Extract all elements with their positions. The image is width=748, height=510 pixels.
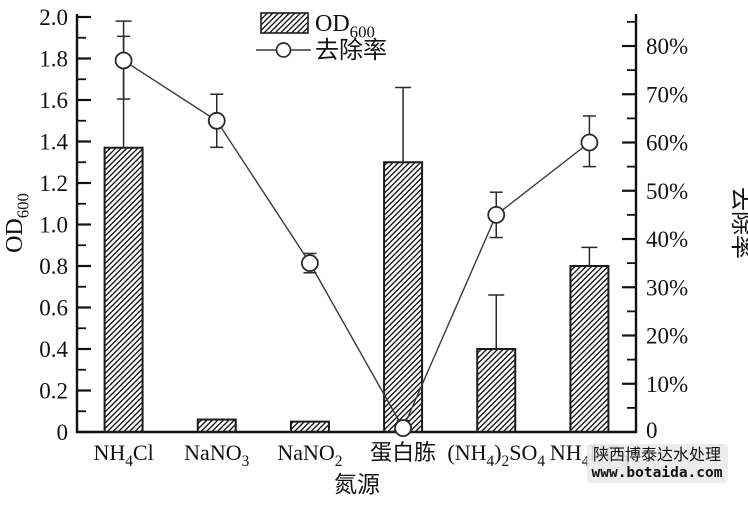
legend-hatch-swatch <box>260 12 309 34</box>
right-axis-tick-label: 40% <box>646 227 688 252</box>
left-axis-tick-label: 0.2 <box>39 379 68 404</box>
od600-bar <box>476 348 517 433</box>
x-tick-label: NH4Cl <box>93 440 153 470</box>
text-run: Cl <box>133 440 154 465</box>
text-run: 2.0 <box>39 5 68 30</box>
right-axis-zero-label: 0 <box>646 418 658 443</box>
text-run: 1.4 <box>39 130 68 155</box>
left-axis-tick-label: 2.0 <box>39 5 68 30</box>
text-run: 10% <box>646 372 688 397</box>
text-run: NH <box>93 440 125 465</box>
watermark-company-text: 陕西博泰达水处理 <box>593 445 721 464</box>
text-run: SO <box>509 440 537 465</box>
text-run: 1.8 <box>39 47 68 72</box>
axes-frame <box>75 14 638 434</box>
subscript: 4 <box>487 453 495 470</box>
right-axis-tick-label: 70% <box>646 82 688 107</box>
right-axis-tick-label: 60% <box>646 131 688 156</box>
subscript: 4 <box>582 453 590 470</box>
plot-area: 0 0.2 0.4 0.6 0.8 1.0 1.2 1.4 1.6 1.8 2.0 10% 20% 30%… <box>2 5 748 497</box>
text-run: OD <box>315 11 350 37</box>
text-run: ) <box>494 440 501 465</box>
text-run: 0.4 <box>39 337 68 362</box>
text-run: NH <box>550 440 582 465</box>
left-axis-tick-label: 1.0 <box>39 213 68 238</box>
left-axis-tick-label: 0.4 <box>39 337 68 362</box>
text-run: 40% <box>646 227 688 252</box>
text-run: NaNO <box>184 440 241 465</box>
subscript: 4 <box>537 453 545 470</box>
subscript: 4 <box>125 453 133 470</box>
text-run: 0 <box>57 420 69 445</box>
legend-label-od600: OD600 <box>315 11 375 42</box>
od600-bar <box>569 265 610 433</box>
x-tick-label: (NH4)2SO4 <box>447 440 545 470</box>
legend-label-removal-rate: 去除率 <box>315 37 387 64</box>
removal-rate-line <box>123 59 590 430</box>
text-run: 60% <box>646 131 688 156</box>
text-run: (NH <box>447 440 486 465</box>
text-run: 去除率 <box>728 187 748 259</box>
removal-rate-marker <box>301 254 319 273</box>
text-run: 0 <box>646 418 658 443</box>
text-run: 氮源 <box>334 472 380 497</box>
od600-bar <box>196 418 237 433</box>
right-axis-tick-label: 50% <box>646 179 688 204</box>
left-axis-tick-label: 0.6 <box>39 296 68 321</box>
x-tick-label: NaNO2 <box>277 440 342 470</box>
text-run: 50% <box>646 179 688 204</box>
removal-rate-marker <box>114 51 133 70</box>
right-axis-title: 去除率 <box>728 187 748 259</box>
od600-bar <box>383 161 424 433</box>
x-tick-label: 蛋白胨 <box>370 440 436 465</box>
x-axis-title: 氮源 <box>334 472 380 497</box>
removal-rate-marker <box>487 205 506 224</box>
subscript: 600 <box>350 23 375 42</box>
watermark-url-text: www.botaida.com <box>592 465 723 481</box>
x-tick-label: NaNO3 <box>184 440 249 470</box>
left-axis-tick-label: 1.4 <box>39 130 68 155</box>
text-run: 0.8 <box>39 254 68 279</box>
left-axis-tick-label: 1.8 <box>39 47 68 72</box>
right-axis-tick-label: 10% <box>646 372 688 397</box>
right-axis-tick-label: 80% <box>646 34 688 59</box>
text-run: 0.2 <box>39 379 68 404</box>
text-run: 去除率 <box>315 37 387 64</box>
text-run: 1.2 <box>39 171 68 196</box>
od600-bar <box>289 420 330 433</box>
text-run: 80% <box>646 34 688 59</box>
text-run: NaNO <box>277 440 334 465</box>
right-axis-tick-label: 20% <box>646 324 688 349</box>
removal-rate-marker <box>394 419 412 438</box>
left-axis-title: OD600 <box>2 193 33 253</box>
left-axis-tick-label: 1.2 <box>39 171 68 196</box>
watermark-background <box>587 444 728 483</box>
legend-circle-marker <box>275 42 292 58</box>
subscript: 600 <box>14 193 33 218</box>
left-axis-tick-label: 1.6 <box>39 88 68 113</box>
subscript: 3 <box>242 453 250 470</box>
left-axis-tick-label: 0 <box>57 420 69 445</box>
subscript: 2 <box>335 453 343 470</box>
right-axis-tick-label: 30% <box>646 275 688 300</box>
text-run: 70% <box>646 82 688 107</box>
left-axis-tick-label: 0.8 <box>39 254 68 279</box>
text-run: OD <box>2 218 28 253</box>
text-run: 20% <box>646 324 688 349</box>
subscript: 2 <box>502 453 510 470</box>
removal-rate-marker <box>580 133 599 152</box>
text-run: 1.6 <box>39 88 68 113</box>
text-run: 蛋白胨 <box>370 440 436 465</box>
text-run: 0.6 <box>39 296 68 321</box>
removal-rate-marker <box>207 111 226 130</box>
od600-bar <box>103 146 144 433</box>
text-run: 1.0 <box>39 213 68 238</box>
text-run: 30% <box>646 275 688 300</box>
